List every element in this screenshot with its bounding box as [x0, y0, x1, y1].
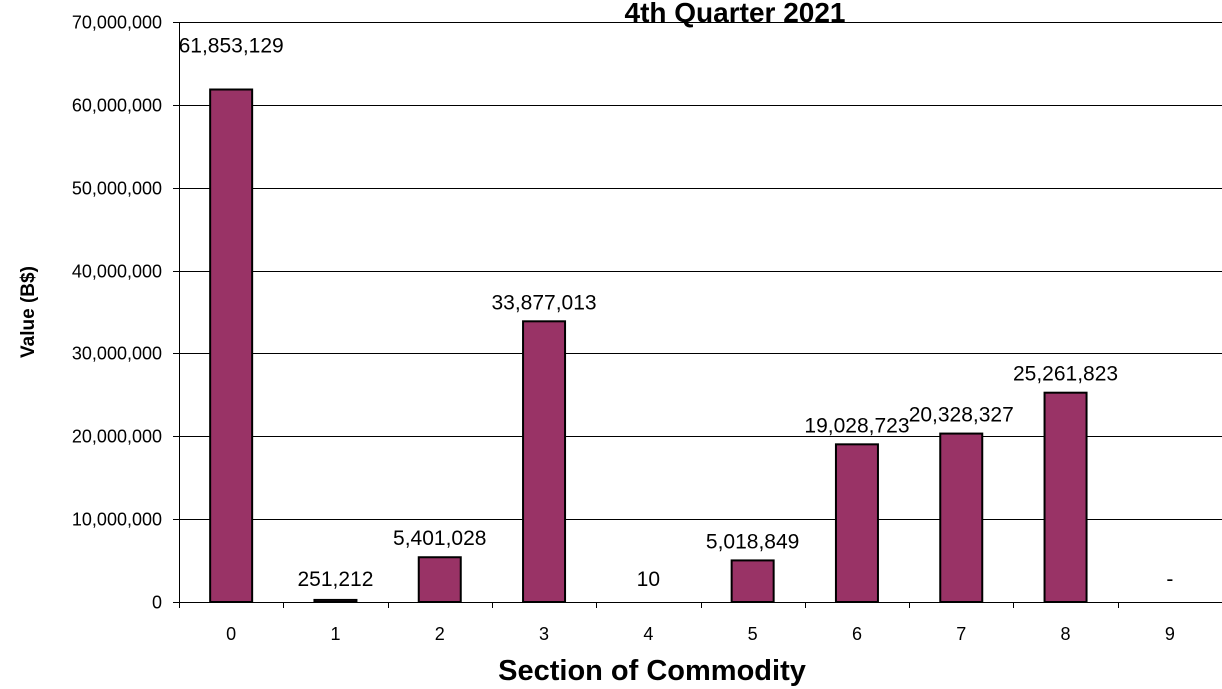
y-tick-labels: 0 10,000,000 20,000,000 30,000,000 40,000,00…	[72, 13, 162, 613]
gridlines	[179, 22, 1222, 520]
bar	[834, 443, 879, 603]
bars	[209, 88, 1088, 604]
data-labels: 61,853,129 251,212 5,401,028 33,877,013 10 5,…	[179, 35, 1174, 591]
bar	[417, 556, 462, 603]
data-label: 25,261,823	[1013, 363, 1118, 386]
data-label: 5,018,849	[706, 530, 799, 553]
x-tick-label: 5	[748, 624, 758, 644]
x-tick-label: 6	[852, 624, 862, 644]
bar	[939, 432, 984, 603]
x-tick-label: 7	[956, 624, 966, 644]
x-tick-label: 3	[539, 624, 549, 644]
x-tick-label: 8	[1061, 624, 1071, 644]
chart-title: 4th Quarter 2021	[625, 0, 846, 28]
x-tick-label: 2	[435, 624, 445, 644]
x-axis-title: Section of Commodity	[498, 655, 806, 687]
y-tick-label: 40,000,000	[72, 262, 162, 282]
y-tick-label: 30,000,000	[72, 344, 162, 364]
bar	[730, 559, 775, 603]
data-label: 19,028,723	[804, 414, 909, 437]
data-label: 20,328,327	[909, 404, 1014, 427]
data-label: 10	[637, 568, 660, 591]
bar	[209, 88, 254, 604]
y-tick-label: 0	[152, 593, 162, 613]
bar	[522, 320, 567, 603]
y-tick-label: 70,000,000	[72, 13, 162, 33]
y-tick-label: 50,000,000	[72, 179, 162, 199]
y-tick-label: 20,000,000	[72, 427, 162, 447]
data-label: 251,212	[297, 568, 373, 591]
y-tick-label: 10,000,000	[72, 510, 162, 530]
y-axis-title: Value (B$)	[18, 266, 39, 358]
x-tick-label: 0	[226, 624, 236, 644]
x-tick-label: 4	[643, 624, 653, 644]
data-label: 5,401,028	[393, 527, 486, 550]
x-tick-label: 9	[1165, 624, 1175, 644]
data-label: 61,853,129	[179, 35, 284, 58]
bar	[1043, 391, 1088, 603]
data-label: -	[1166, 568, 1173, 591]
x-tick-labels: 0 1 2 3 4 5 6 7 8 9	[226, 624, 1175, 644]
bar	[313, 598, 358, 603]
y-tick-label: 60,000,000	[72, 96, 162, 116]
x-tick-label: 1	[330, 624, 340, 644]
data-label: 33,877,013	[491, 291, 596, 314]
axes	[173, 22, 1222, 608]
